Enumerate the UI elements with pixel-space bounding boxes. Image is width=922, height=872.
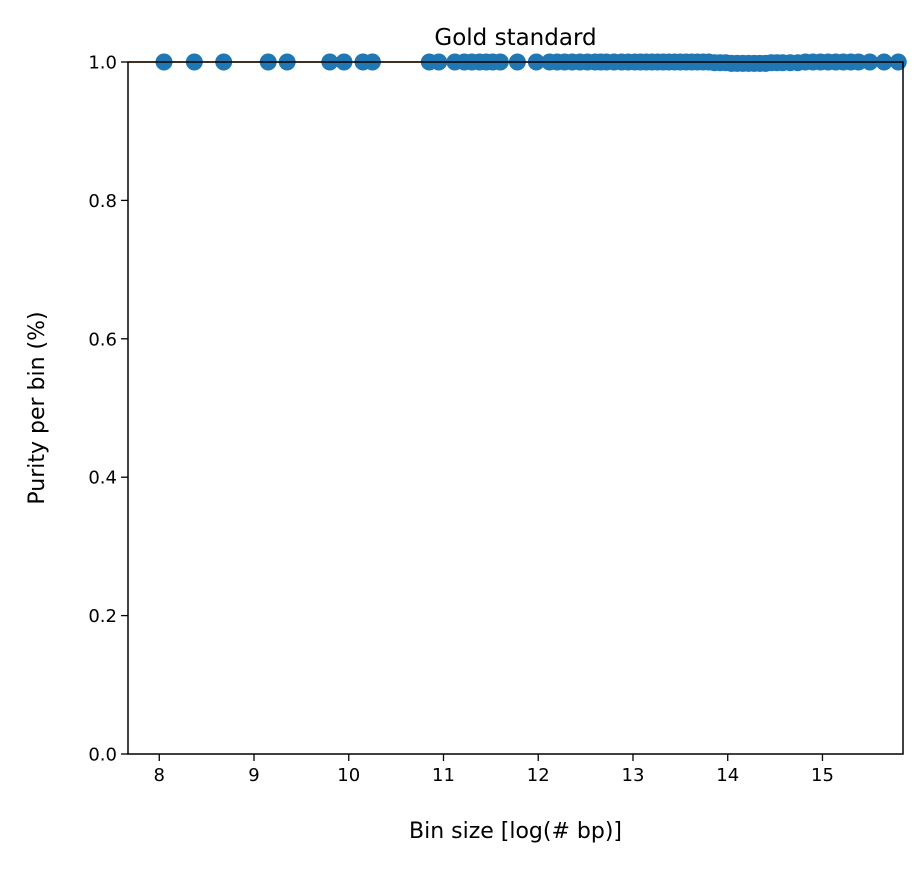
y-tick-label: 0.0 [88,745,117,766]
x-axis-ticks: 8 9 10 11 12 13 14 15 [154,754,834,786]
x-tick-label: 15 [811,765,834,786]
y-tick-label: 1.0 [88,53,117,74]
y-tick-label: 0.8 [88,191,117,212]
x-tick-label: 10 [337,765,360,786]
x-tick-label: 8 [154,765,165,786]
x-axis-label: Bin size [log(# bp)] [409,819,622,844]
y-axis-label: Purity per bin (%) [25,311,50,504]
x-tick-label: 11 [432,765,455,786]
y-axis-ticks: 0.0 0.2 0.4 0.6 0.8 1.0 [88,53,128,766]
chart-title: Gold standard [434,25,596,51]
y-tick-label: 0.2 [88,606,117,627]
y-tick-label: 0.4 [88,468,117,489]
x-tick-label: 9 [248,765,259,786]
x-tick-label: 12 [527,765,550,786]
y-tick-label: 0.6 [88,329,117,350]
x-tick-label: 14 [716,765,739,786]
axes-frame [127,61,904,755]
x-tick-label: 13 [622,765,645,786]
plot-area [128,62,903,754]
